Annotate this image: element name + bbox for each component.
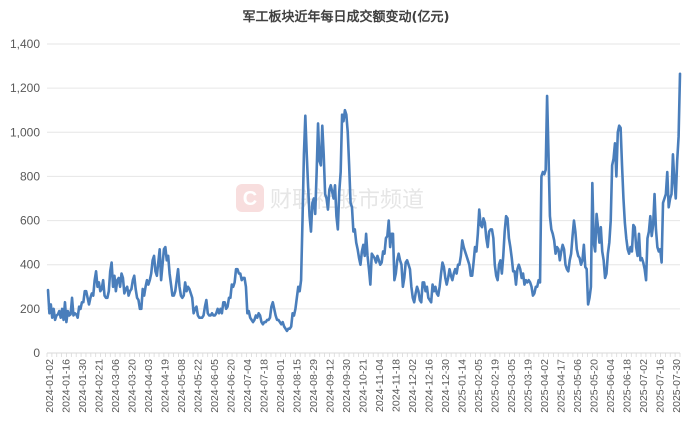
y-tick-label: 1,000 <box>10 125 40 139</box>
y-axis: 0 200 400 600 800 1,000 1,200 1,400 <box>10 37 40 360</box>
y-tick-label: 400 <box>20 258 40 272</box>
x-tick-label: 2025-03-19 <box>523 359 535 413</box>
watermark-logo-icon <box>236 184 264 212</box>
y-tick-label: 200 <box>20 302 40 316</box>
x-tick-label: 2024-01-02 <box>44 359 56 413</box>
x-tick-label: 2025-06-04 <box>605 359 617 413</box>
x-tick-label: 2024-01-16 <box>61 359 73 413</box>
x-tick-label: 2024-10-21 <box>358 359 370 413</box>
x-tick-label: 2024-07-04 <box>242 359 254 413</box>
x-tick-label: 2025-03-05 <box>506 359 518 413</box>
chart-title: 军工板块近年每日成交额变动(亿元) <box>242 10 450 25</box>
x-tick-label: 2024-12-16 <box>424 359 436 413</box>
x-tick-label: 2025-01-14 <box>457 359 469 413</box>
x-tick-label: 2025-04-17 <box>556 359 568 413</box>
x-tick-label: 2025-02-05 <box>473 359 485 413</box>
x-tick-label: 2024-02-21 <box>94 359 106 413</box>
x-tick-label: 2025-05-06 <box>572 359 584 413</box>
x-axis: 2024-01-02 2024-01-16 2024-01-30 2024-02-21… <box>44 352 683 413</box>
x-tick-label: 2024-09-12 <box>325 359 337 413</box>
x-tick-label: 2025-07-02 <box>638 359 650 413</box>
y-tick-label: 1,400 <box>10 37 40 51</box>
x-tick-label: 2024-03-06 <box>110 359 122 413</box>
x-tick-label: 2024-12-30 <box>440 359 452 413</box>
x-tick-label: 2024-06-20 <box>226 359 238 413</box>
x-tick-label: 2024-09-30 <box>341 359 353 413</box>
x-tick-label: 2025-06-18 <box>622 359 634 413</box>
y-tick-label: 600 <box>20 214 40 228</box>
x-tick-label: 2025-05-20 <box>589 359 601 413</box>
x-tick-label: 2025-02-19 <box>490 359 502 413</box>
x-tick-label: 2024-12-02 <box>407 359 419 413</box>
x-tick-label: 2025-04-02 <box>539 359 551 413</box>
y-tick-label: 1,200 <box>10 81 40 95</box>
x-tick-label: 2024-08-29 <box>308 359 320 413</box>
series-line <box>46 72 682 333</box>
x-tick-label: 2024-11-18 <box>391 359 403 412</box>
x-tick-label: 2024-08-15 <box>292 359 304 413</box>
x-tick-label: 2024-05-22 <box>193 359 205 413</box>
x-tick-label: 2024-05-08 <box>176 359 188 413</box>
y-tick-label: 0 <box>33 346 40 360</box>
x-tick-label: 2025-07-16 <box>655 359 667 413</box>
x-tick-label: 2024-04-19 <box>160 359 172 413</box>
gridlines <box>47 43 680 310</box>
watermark-text: 财联社股市频道 <box>270 188 424 213</box>
x-tick-label: 2024-07-18 <box>259 359 271 413</box>
x-tick-label: 2025-07-30 <box>671 359 683 413</box>
x-tick-label: 2024-06-05 <box>209 359 221 413</box>
x-tick-label: 2024-03-20 <box>127 359 139 413</box>
x-tick-label: 2024-01-30 <box>77 359 89 413</box>
x-tick-label: 2024-11-04 <box>374 359 386 412</box>
watermark-logo-letter: C <box>243 188 257 210</box>
watermark: C 财联社股市频道 <box>236 184 424 213</box>
y-tick-label: 800 <box>20 169 40 183</box>
x-tick-label: 2024-04-03 <box>143 359 155 413</box>
x-tick-label: 2024-08-01 <box>275 359 287 413</box>
